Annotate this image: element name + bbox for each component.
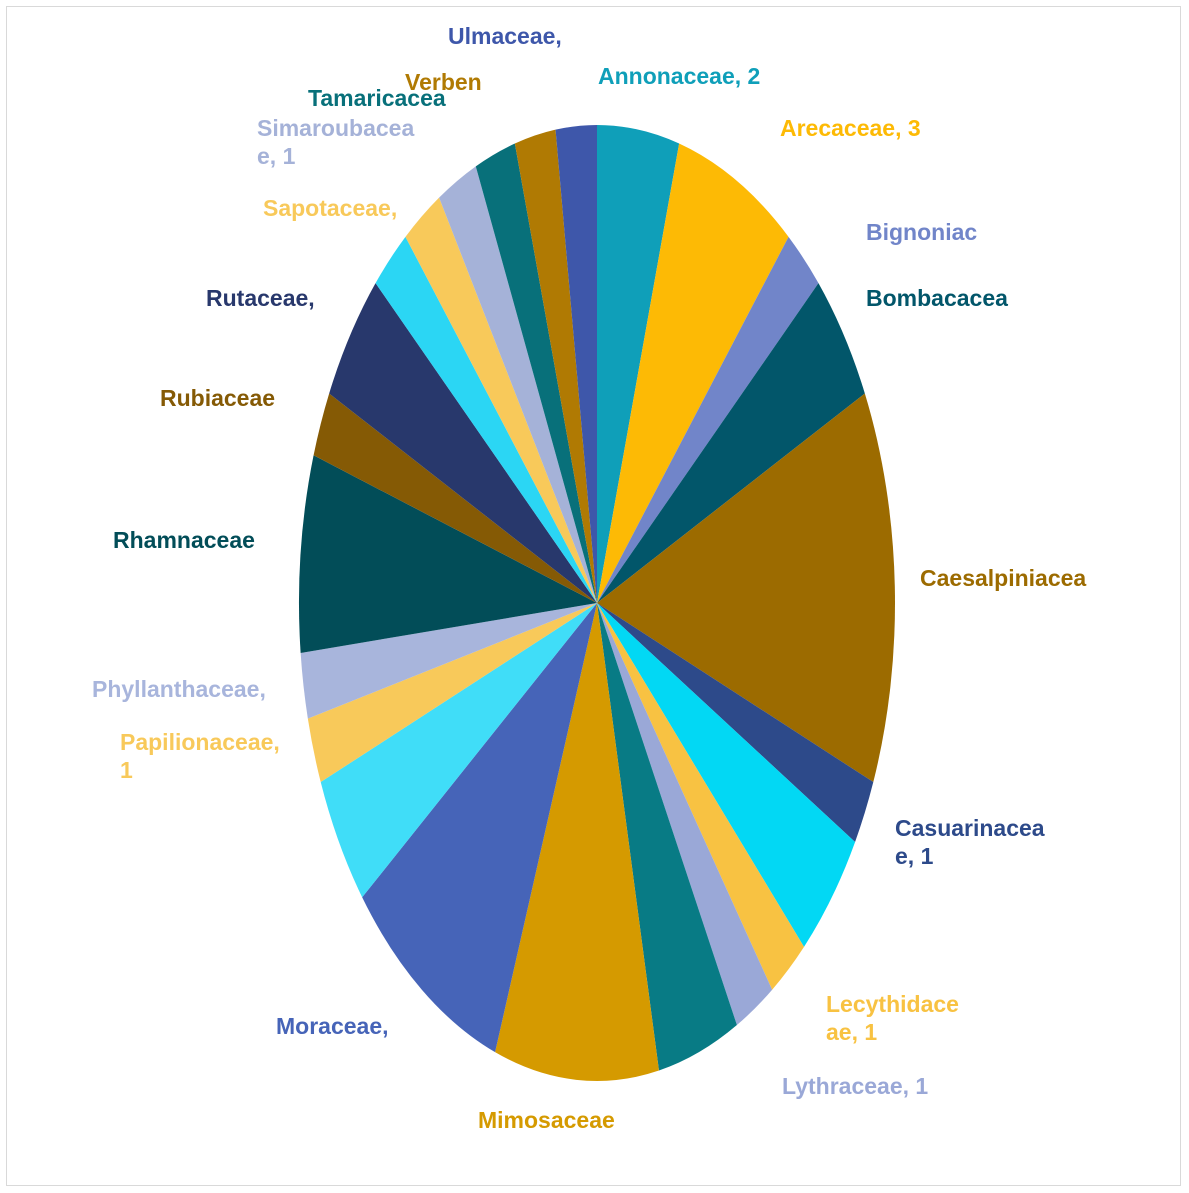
slice-phyllanthaceae: [300, 603, 597, 719]
slice-lecythidaceae: [597, 603, 805, 990]
slice-rhamnaceae: [298, 455, 597, 653]
label-bombacaceae: Bombacacea: [866, 285, 1008, 311]
slice-arecaceae: [597, 143, 789, 603]
slice-rubiaceae: [313, 393, 597, 603]
label-tamaricaceae: Tamaricacea: [308, 85, 446, 111]
pie-slices: [298, 125, 895, 1081]
slice-verbenaceae: [514, 129, 597, 603]
label-ulmaceae: Ulmaceae,: [448, 23, 562, 49]
label-lythraceae: Lythraceae, 1: [782, 1073, 928, 1099]
pie-labels: Annonaceae, 2 Arecaceae, 3 Bignoniac Bombac…: [92, 23, 1086, 1133]
label-phyllanthaceae: Phyllanthaceae,: [92, 676, 266, 702]
label-bignoniaceae: Bignoniac: [866, 219, 977, 245]
slice-sapindaceae: [375, 236, 597, 603]
slice-myrtaceae: [320, 603, 597, 898]
label-rutaceae: Rutaceae,: [206, 285, 315, 311]
label-simaroubaceae: Simaroubacea e, 1: [257, 115, 414, 169]
label-verbenaceae: Verben: [405, 69, 482, 95]
slice-rutaceae: [329, 283, 597, 603]
label-rubiaceae: Rubiaceae: [160, 385, 275, 411]
slice-simaroubaceae: [439, 166, 597, 603]
label-rhamnaceae: Rhamnaceae: [113, 527, 255, 553]
slice-annonaceae: [597, 125, 680, 603]
label-caesalpiniaceae: Caesalpiniacea: [920, 565, 1086, 591]
slice-papilionaceae: [307, 603, 597, 783]
slice-moraceae: [362, 603, 597, 1053]
slice-casuarinaceae: [597, 603, 874, 842]
slice-mimosaceae: [495, 603, 659, 1081]
label-moraceae: Moraceae,: [276, 1013, 389, 1039]
slice-meliaceae: [597, 603, 737, 1071]
slice-bombacaceae: [597, 283, 865, 603]
label-sapotaceae: Sapotaceae,: [263, 195, 397, 221]
slice-lythraceae: [597, 603, 773, 1026]
slice-bignoniaceae: [597, 236, 819, 603]
slice-sapotaceae: [405, 197, 597, 603]
slice-caesalpiniaceae: [597, 393, 895, 783]
label-papilionaceae: Papilionaceae, 1: [120, 729, 280, 783]
slice-tamaricaceae: [475, 143, 597, 603]
label-annonaceae: Annonaceae, 2: [598, 63, 760, 89]
label-casuarinaceae: Casuarinacea e, 1: [895, 815, 1045, 869]
label-lecythidaceae: Lecythidace ae, 1: [826, 991, 959, 1045]
slice-combretaceae: [597, 603, 856, 947]
label-mimosaceae: Mimosaceae: [478, 1107, 615, 1133]
label-arecaceae: Arecaceae, 3: [780, 115, 921, 141]
slice-ulmaceae: [555, 125, 597, 603]
